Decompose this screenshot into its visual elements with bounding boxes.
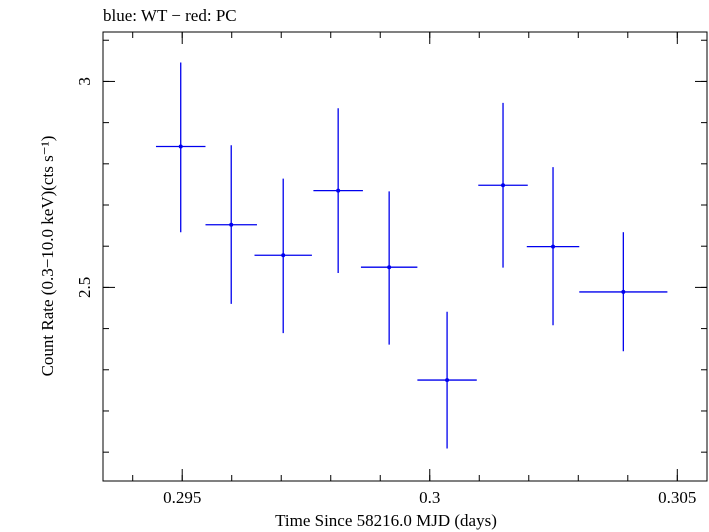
plot-frame — [102, 31, 708, 482]
data-marker — [229, 222, 234, 227]
y-tick-label: 2.5 — [75, 277, 94, 298]
y-tick-label: 3 — [75, 77, 94, 86]
data-point — [360, 191, 418, 345]
data-point — [417, 311, 477, 449]
chart-title: blue: WT − red: PC — [103, 6, 237, 25]
data-marker — [445, 378, 450, 383]
data-point — [478, 102, 528, 268]
data-marker — [501, 183, 506, 188]
tick-labels: 0.295 0.3 0.305 2.5 3 — [75, 77, 696, 507]
data-point — [526, 167, 580, 326]
data-marker — [281, 253, 286, 258]
data-point — [205, 145, 257, 304]
data-point — [155, 62, 206, 233]
x-tick-label: 0.295 — [163, 488, 201, 507]
data-marker — [178, 144, 183, 149]
data-point — [313, 108, 363, 273]
data-marker — [387, 265, 392, 270]
data-marker — [336, 188, 341, 193]
x-tick-label: 0.3 — [419, 488, 440, 507]
x-tick-label: 0.305 — [658, 488, 696, 507]
y-axis-label: Count Rate (0.3−10.0 keV)(cts s⁻¹) — [38, 136, 57, 377]
data-marker — [621, 289, 626, 294]
data-marker — [551, 244, 556, 249]
axis-ticks — [103, 32, 707, 481]
data-point — [579, 232, 668, 352]
x-axis-label: Time Since 58216.0 MJD (days) — [275, 511, 497, 530]
data-point — [254, 178, 312, 334]
data-points — [155, 62, 668, 449]
